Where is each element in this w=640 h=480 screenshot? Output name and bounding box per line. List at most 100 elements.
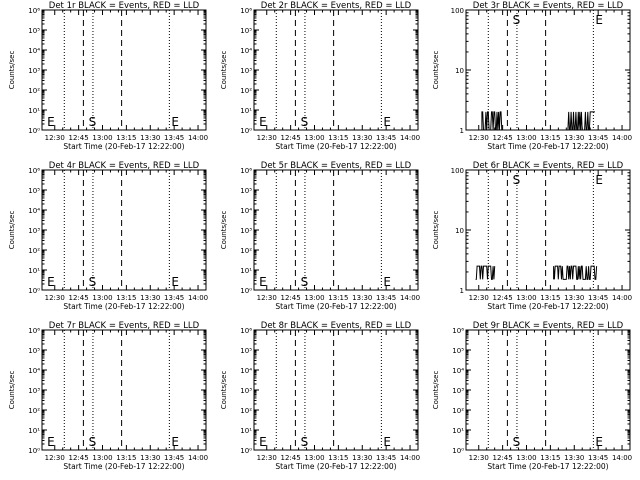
y-axis-label: Counts/sec bbox=[432, 371, 440, 410]
y-tick-label: 10⁵ bbox=[28, 187, 40, 195]
marker-e1: E bbox=[47, 115, 55, 129]
x-axis-label: Start Time (20-Feb-17 12:22:00) bbox=[275, 142, 396, 151]
y-tick-label: 10³ bbox=[240, 67, 252, 75]
y-tick-label: 10¹ bbox=[28, 427, 40, 435]
events-series-line bbox=[475, 265, 496, 280]
x-tick-label: 12:30 bbox=[257, 454, 277, 462]
y-tick-label: 10⁶ bbox=[28, 167, 40, 175]
marker-e1: E bbox=[259, 115, 267, 129]
chart-title: Det 1r BLACK = Events, RED = LLD bbox=[49, 1, 200, 11]
y-tick-label: 10⁵ bbox=[28, 347, 40, 355]
marker-e2: E bbox=[595, 13, 603, 27]
x-tick-label: 13:00 bbox=[304, 454, 324, 462]
x-tick-label: 13:30 bbox=[140, 454, 160, 462]
x-axis-label: Start Time (20-Feb-17 12:22:00) bbox=[487, 462, 608, 471]
marker-e2: E bbox=[383, 435, 391, 449]
events-series-line bbox=[567, 111, 595, 131]
y-axis-label: Counts/sec bbox=[432, 51, 440, 90]
y-axis-label: Counts/sec bbox=[8, 51, 16, 90]
x-tick-label: 13:45 bbox=[376, 134, 396, 142]
y-tick-label: 10¹ bbox=[240, 427, 252, 435]
y-tick-label: 10 bbox=[455, 67, 464, 75]
y-tick-label: 10⁶ bbox=[240, 7, 252, 15]
chart-title: Det 2r BLACK = Events, RED = LLD bbox=[261, 1, 412, 11]
x-tick-label: 14:00 bbox=[188, 294, 208, 302]
x-tick-label: 14:00 bbox=[400, 454, 420, 462]
marker-s: S bbox=[301, 435, 309, 449]
marker-s: S bbox=[301, 275, 309, 289]
x-tick-label: 13:30 bbox=[564, 454, 584, 462]
x-tick-label: 13:15 bbox=[328, 134, 348, 142]
y-tick-label: 10¹ bbox=[28, 107, 40, 115]
x-tick-label: 13:30 bbox=[564, 294, 584, 302]
chart-title: Det 5r BLACK = Events, RED = LLD bbox=[261, 161, 412, 171]
plot-frame bbox=[465, 169, 631, 291]
marker-e2: E bbox=[171, 115, 179, 129]
marker-e2: E bbox=[171, 435, 179, 449]
y-tick-label: 10⁰ bbox=[240, 447, 252, 455]
x-axis-label: Start Time (20-Feb-17 12:22:00) bbox=[487, 302, 608, 311]
marker-e2: E bbox=[383, 275, 391, 289]
x-tick-label: 13:15 bbox=[540, 134, 560, 142]
y-tick-label: 100 bbox=[451, 167, 464, 175]
x-axis-label: Start Time (20-Feb-17 12:22:00) bbox=[275, 302, 396, 311]
x-tick-label: 13:30 bbox=[564, 134, 584, 142]
x-tick-label: 13:45 bbox=[164, 294, 184, 302]
x-tick-label: 13:45 bbox=[164, 134, 184, 142]
x-tick-label: 14:00 bbox=[400, 294, 420, 302]
y-tick-label: 10¹ bbox=[452, 427, 464, 435]
x-tick-label: 13:45 bbox=[588, 134, 608, 142]
y-axis-label: Counts/sec bbox=[220, 51, 228, 90]
marker-s: S bbox=[513, 13, 521, 27]
chart-panel-det-9r: Det 9r BLACK = Events, RED = LLD 10⁰ 10¹ 10… bbox=[432, 321, 632, 471]
y-axis-label: Counts/sec bbox=[220, 371, 228, 410]
marker-e2: E bbox=[171, 275, 179, 289]
marker-s: S bbox=[89, 115, 97, 129]
chart-title: Det 4r BLACK = Events, RED = LLD bbox=[49, 161, 200, 171]
y-tick-label: 10⁵ bbox=[240, 27, 252, 35]
y-tick-label: 1 bbox=[460, 127, 464, 135]
plot-frame bbox=[253, 9, 419, 131]
y-tick-label: 10⁴ bbox=[240, 367, 252, 375]
x-tick-label: 13:15 bbox=[116, 454, 136, 462]
x-tick-label: 13:00 bbox=[516, 134, 536, 142]
y-tick-label: 10⁰ bbox=[240, 287, 252, 295]
x-axis-label: Start Time (20-Feb-17 12:22:00) bbox=[275, 462, 396, 471]
x-tick-label: 12:45 bbox=[493, 294, 513, 302]
y-tick-label: 10⁶ bbox=[240, 327, 252, 335]
x-tick-label: 13:15 bbox=[540, 294, 560, 302]
y-tick-label: 10⁴ bbox=[240, 47, 252, 55]
chart-title: Det 7r BLACK = Events, RED = LLD bbox=[49, 321, 200, 331]
marker-e2: E bbox=[595, 173, 603, 187]
x-tick-label: 12:45 bbox=[493, 134, 513, 142]
chart-panel-det-4r: Det 4r BLACK = Events, RED = LLD 10⁰ 10¹ 10… bbox=[8, 161, 208, 311]
marker-e1: E bbox=[259, 275, 267, 289]
y-tick-label: 10⁵ bbox=[452, 347, 464, 355]
x-tick-label: 13:00 bbox=[516, 294, 536, 302]
y-tick-label: 10² bbox=[452, 407, 464, 415]
y-tick-label: 10³ bbox=[240, 387, 252, 395]
y-tick-label: 10¹ bbox=[28, 267, 40, 275]
y-tick-label: 10² bbox=[28, 87, 40, 95]
y-tick-label: 10³ bbox=[28, 387, 40, 395]
marker-e1: E bbox=[47, 435, 55, 449]
chart-title: Det 6r BLACK = Events, RED = LLD bbox=[473, 161, 624, 171]
x-tick-label: 13:30 bbox=[140, 294, 160, 302]
x-tick-label: 14:00 bbox=[188, 454, 208, 462]
marker-s: S bbox=[301, 115, 309, 129]
y-tick-label: 1 bbox=[460, 287, 464, 295]
x-tick-label: 13:45 bbox=[588, 454, 608, 462]
chart-title: Det 9r BLACK = Events, RED = LLD bbox=[473, 321, 624, 331]
plot-frame bbox=[41, 169, 207, 291]
y-tick-label: 10³ bbox=[452, 387, 464, 395]
chart-panel-det-1r: Det 1r BLACK = Events, RED = LLD 10⁰ 10¹ 10… bbox=[8, 1, 208, 151]
y-axis-label: Counts/sec bbox=[220, 211, 228, 250]
plot-frame bbox=[253, 169, 419, 291]
y-tick-label: 10² bbox=[28, 407, 40, 415]
y-tick-label: 10³ bbox=[28, 67, 40, 75]
y-tick-label: 10⁰ bbox=[240, 127, 252, 135]
y-tick-label: 100 bbox=[451, 7, 464, 15]
y-tick-label: 10⁶ bbox=[28, 7, 40, 15]
x-tick-label: 13:15 bbox=[328, 294, 348, 302]
